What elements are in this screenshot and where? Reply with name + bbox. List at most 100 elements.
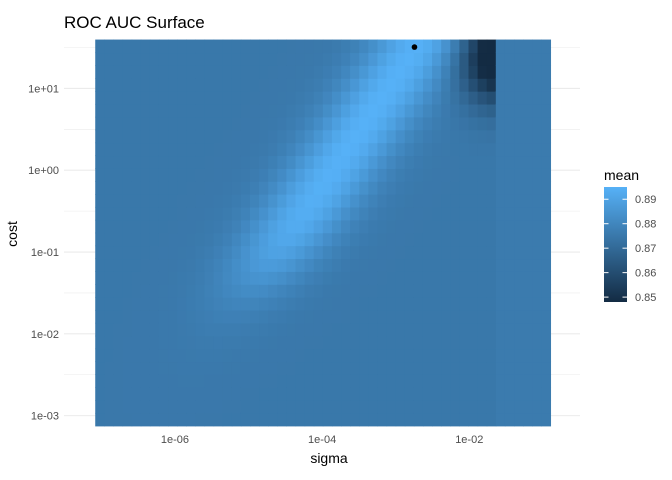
heatmap-tile <box>213 232 224 247</box>
heatmap-tile <box>523 348 533 363</box>
heatmap-tile <box>486 91 497 105</box>
heatmap-tile <box>350 39 360 54</box>
heatmap-tile <box>113 348 124 363</box>
heatmap-tile <box>113 387 124 401</box>
heatmap-tile <box>304 181 315 195</box>
heatmap-tile <box>149 297 160 311</box>
heatmap-tile <box>259 65 269 79</box>
heatmap-tile <box>541 65 552 79</box>
heatmap-tile <box>422 206 433 221</box>
heatmap-tile <box>259 155 269 169</box>
heatmap-tile <box>168 65 178 79</box>
heatmap-tile <box>95 91 105 105</box>
heatmap-tile <box>395 39 406 54</box>
heatmap-tile <box>395 361 406 375</box>
heatmap-tile <box>259 129 269 144</box>
heatmap-tile <box>486 284 497 298</box>
heatmap-tile <box>514 271 524 285</box>
heatmap-tile <box>422 374 433 388</box>
heatmap-tile <box>313 168 324 182</box>
heatmap-tile <box>295 258 306 272</box>
heatmap-tile <box>158 335 169 350</box>
heatmap-tile <box>413 309 424 324</box>
heatmap-tile <box>331 309 342 324</box>
heatmap-tile <box>95 155 105 169</box>
heatmap-tile <box>386 284 397 298</box>
color-legend: mean 0.850.860.870.880.89 <box>604 167 656 304</box>
heatmap-tile <box>468 348 479 363</box>
heatmap-tile <box>158 348 169 363</box>
heatmap-tile <box>459 155 470 169</box>
y-axis-title: cost <box>4 221 20 247</box>
heatmap-tile <box>477 309 488 324</box>
heatmap-tile <box>377 309 388 324</box>
heatmap-tile <box>395 116 406 131</box>
heatmap-tile <box>523 116 533 131</box>
heatmap-tile <box>204 232 215 247</box>
heatmap-tile <box>131 194 142 208</box>
heatmap-tile <box>495 245 506 260</box>
heatmap-tile <box>122 103 133 118</box>
heatmap-tile <box>386 309 397 324</box>
heatmap-tile <box>331 116 342 131</box>
heatmap-tile <box>195 335 206 350</box>
heatmap-tile <box>450 219 460 234</box>
heatmap-tile <box>422 322 433 337</box>
heatmap-tile <box>168 335 178 350</box>
heatmap-tile <box>304 39 315 54</box>
heatmap-tile <box>386 181 397 195</box>
heatmap-tile <box>514 91 524 105</box>
heatmap-tile <box>231 245 242 260</box>
heatmap-tile <box>459 168 470 182</box>
heatmap-tile <box>204 284 215 298</box>
heatmap-tile <box>523 103 533 118</box>
heatmap-tile <box>514 245 524 260</box>
heatmap-tile <box>250 374 260 388</box>
heatmap-tile <box>477 206 488 221</box>
heatmap-tile <box>168 361 178 375</box>
heatmap-tile <box>413 374 424 388</box>
heatmap-tile <box>359 116 369 131</box>
heatmap-tile <box>104 309 115 324</box>
heatmap-tile <box>477 142 488 157</box>
heatmap-tile <box>250 155 260 169</box>
heatmap-tile <box>186 65 196 79</box>
heatmap-tile <box>213 297 224 311</box>
heatmap-tile <box>222 348 233 363</box>
heatmap-tile <box>541 168 552 182</box>
heatmap-tile <box>277 52 288 66</box>
heatmap-tile <box>468 284 479 298</box>
heatmap-tile <box>268 309 278 324</box>
heatmap-tile <box>313 258 324 272</box>
heatmap-tile <box>432 78 442 92</box>
heatmap-tile <box>186 78 196 92</box>
heatmap-tile <box>195 258 206 272</box>
heatmap-tile <box>350 206 360 221</box>
heatmap-tile <box>277 400 288 414</box>
heatmap-tile <box>131 232 142 247</box>
heatmap-tile <box>313 206 324 221</box>
heatmap-tile <box>341 78 351 92</box>
heatmap-tile <box>386 52 397 66</box>
heatmap-tile <box>113 65 124 79</box>
heatmap-tile <box>177 374 187 388</box>
heatmap-tile <box>459 91 470 105</box>
heatmap-tile <box>504 245 515 260</box>
heatmap-tile <box>131 412 142 427</box>
heatmap-tile <box>313 78 324 92</box>
heatmap-tile <box>523 142 533 157</box>
heatmap-tile <box>504 348 515 363</box>
heatmap-tile <box>432 400 442 414</box>
heatmap-tile <box>422 284 433 298</box>
heatmap-tile <box>231 361 242 375</box>
heatmap-tile <box>486 232 497 247</box>
heatmap-tile <box>95 361 105 375</box>
heatmap-tile <box>222 297 233 311</box>
heatmap-tile <box>222 142 233 157</box>
heatmap-tile <box>295 309 306 324</box>
heatmap-tile <box>131 258 142 272</box>
heatmap-tile <box>532 129 542 144</box>
heatmap-tile <box>204 194 215 208</box>
heatmap-tile <box>250 219 260 234</box>
